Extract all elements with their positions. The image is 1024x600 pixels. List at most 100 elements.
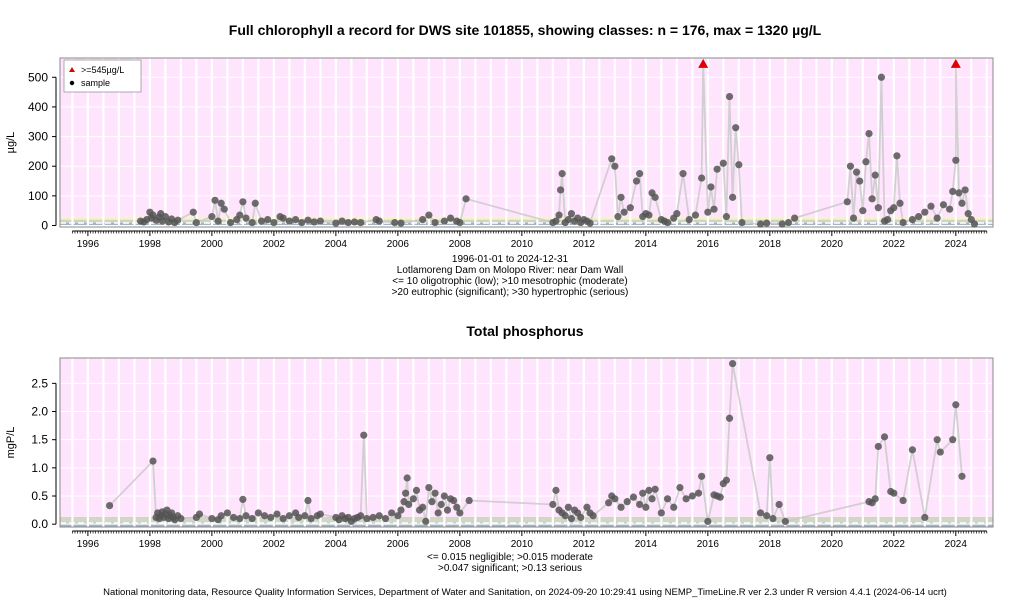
- data-point: [896, 199, 904, 207]
- data-point: [583, 503, 591, 511]
- data-point: [208, 514, 216, 523]
- y-tick-label: 1.5: [31, 433, 48, 447]
- data-point: [958, 199, 966, 207]
- data-point: [279, 514, 287, 523]
- data-point: [691, 211, 700, 219]
- data-point: [564, 215, 572, 224]
- data-point: [716, 493, 724, 501]
- data-point: [192, 218, 200, 227]
- data-point: [763, 512, 771, 520]
- data-point: [388, 509, 396, 517]
- data-point: [927, 202, 935, 210]
- data-point: [344, 218, 352, 227]
- data-point: [295, 513, 303, 522]
- x-tick-label: 2018: [759, 539, 782, 550]
- data-point: [611, 495, 619, 503]
- chlorophyll-chart: 0 100 200 300 400 500 µg/L 1996 1998 2000 2002 2004…: [5, 57, 994, 250]
- class-band-negligible: [60, 523, 993, 527]
- data-point: [402, 489, 410, 497]
- data-point: [291, 215, 300, 224]
- data-point: [440, 492, 448, 500]
- data-point: [853, 168, 861, 176]
- chart2-caption: <= 0.015 negligible; >0.015 moderate >0.…: [310, 552, 710, 574]
- data-point: [955, 189, 963, 197]
- data-point: [397, 219, 405, 227]
- data-point: [316, 510, 324, 518]
- phosphorus-chart: 0.0 0.5 1.0 1.5 2.0 2.5 mgP/L 1996 1998 2000 2002 2…: [5, 357, 994, 550]
- data-point: [260, 512, 269, 520]
- data-point: [226, 218, 235, 227]
- footer-text: National monitoring data, Resource Quali…: [103, 587, 947, 598]
- y-tick-label: 0: [41, 219, 48, 233]
- x-tick-label: 2010: [511, 239, 534, 250]
- data-point: [921, 513, 929, 522]
- y-tick-label: 500: [28, 70, 48, 84]
- x-tick-label: 2016: [697, 239, 720, 250]
- data-point: [642, 503, 650, 511]
- data-point: [682, 495, 690, 503]
- data-point: [846, 162, 855, 170]
- data-point: [877, 73, 886, 81]
- data-point: [257, 217, 266, 225]
- data-point: [608, 155, 616, 163]
- data-point: [651, 485, 659, 493]
- data-point: [729, 360, 737, 368]
- data-point: [729, 193, 737, 201]
- data-point: [871, 171, 879, 179]
- data-point: [775, 500, 783, 509]
- chart1-title: Full chlorophyll a record for DWS site 1…: [228, 22, 822, 38]
- data-point: [921, 208, 929, 216]
- data-point: [710, 205, 718, 213]
- plot-frame: [59, 357, 994, 528]
- data-point: [719, 159, 727, 167]
- data-point: [264, 215, 272, 224]
- data-point: [446, 214, 455, 222]
- data-point: [552, 217, 560, 225]
- data-point: [564, 503, 572, 511]
- data-point: [242, 512, 250, 520]
- data-point: [766, 454, 774, 462]
- data-point: [161, 213, 169, 221]
- data-point: [648, 495, 656, 503]
- data-point: [332, 219, 340, 227]
- data-point: [350, 218, 359, 226]
- data-point: [217, 512, 225, 520]
- y-tick-label: 2.5: [31, 376, 48, 390]
- data-point: [434, 509, 442, 517]
- x-tick-label: 2024: [945, 539, 968, 550]
- data-point: [239, 495, 247, 503]
- data-point: [195, 510, 204, 518]
- data-point: [874, 204, 882, 212]
- y-tick-label: 1.0: [31, 461, 48, 475]
- data-point: [338, 217, 346, 225]
- data-point: [267, 513, 275, 522]
- data-point: [645, 211, 653, 219]
- data-point: [298, 218, 306, 227]
- data-point: [403, 474, 411, 482]
- data-point: [915, 213, 923, 221]
- data-point: [270, 218, 278, 227]
- data-point: [217, 199, 225, 207]
- y-tick-label: 100: [28, 189, 48, 203]
- x-tick-label: 2020: [821, 239, 844, 250]
- data-point: [964, 210, 972, 218]
- data-point: [189, 208, 197, 216]
- data-point: [791, 214, 799, 222]
- data-point: [363, 514, 371, 523]
- data-point: [304, 496, 312, 505]
- data-point: [412, 486, 421, 494]
- x-tick-label: 2000: [201, 539, 224, 550]
- data-point: [738, 218, 746, 227]
- exceedance-marker: [950, 58, 961, 68]
- data-point: [620, 208, 628, 216]
- data-point: [236, 514, 244, 523]
- data-point: [890, 489, 898, 497]
- data-point: [397, 506, 405, 514]
- data-point: [958, 472, 966, 480]
- data-point: [357, 218, 365, 227]
- data-point: [626, 204, 634, 212]
- chart2-caption-classes-1: <= 0.015 negligible; >0.015 moderate: [427, 552, 593, 563]
- data-point: [623, 498, 631, 506]
- x-tick-label: 2002: [263, 539, 286, 550]
- class-band-moderate: [60, 521, 993, 524]
